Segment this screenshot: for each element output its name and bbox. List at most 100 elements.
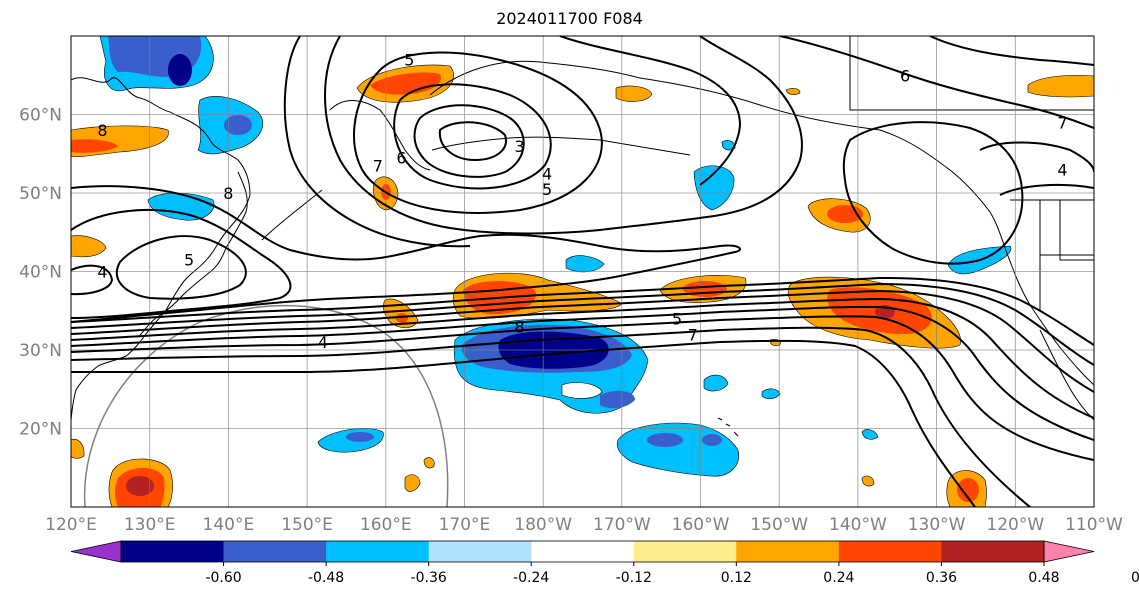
state-borders (1039, 200, 1094, 310)
negative-anomaly-region (693, 165, 735, 211)
kuril-islands (261, 189, 323, 241)
colorbar-tick-label: -0.12 (616, 570, 652, 586)
contour-line (71, 305, 1094, 441)
colorbar-tick-label: 0.24 (823, 570, 854, 586)
x-tick-label: 160°E (360, 515, 412, 535)
canada-border (849, 36, 1094, 111)
contour-label: 5 (404, 51, 414, 70)
contour-label: 8 (514, 317, 524, 336)
contour-label: 5 (672, 310, 682, 329)
contour-line (979, 141, 1094, 173)
y-tick-label: 20°N (19, 420, 62, 440)
contour-line (929, 36, 1094, 66)
colorbar-bin (428, 541, 532, 562)
y-tick-label: 40°N (19, 263, 62, 283)
x-tick-label: 170°W (593, 515, 651, 535)
negative-anomaly-region (168, 54, 192, 86)
colorbar-bin (121, 541, 225, 562)
kamchatka-coastline (329, 100, 431, 171)
contour-label: 4 (97, 263, 107, 282)
x-tick-label: 180°W (514, 515, 572, 535)
colorbar-extend-low (70, 540, 122, 563)
negative-anomaly-region (561, 382, 603, 399)
x-tick-label: 160°W (672, 515, 730, 535)
reference-circle (83, 304, 449, 507)
contour-label: 3 (514, 137, 524, 156)
plot-frame (70, 35, 1095, 508)
colorbar-bin (326, 541, 430, 562)
contour-line (999, 183, 1094, 196)
negative-anomaly-region (721, 140, 736, 151)
x-tick-label: 130°E (124, 515, 176, 535)
colorbar-tick-label: 0.12 (721, 570, 752, 586)
negative-anomaly-region (600, 390, 635, 409)
contour-label: 6 (396, 149, 406, 168)
y-tick-label: 60°N (19, 106, 62, 126)
anomaly-shading (71, 36, 1094, 507)
contour-line (324, 36, 803, 235)
colorbar-tick-label: -0.24 (513, 570, 549, 586)
contour-line (393, 83, 552, 190)
chart-title: 2024011700 F084 (496, 9, 643, 28)
positive-anomaly-region (785, 88, 801, 95)
x-tick-label: 130°W (908, 515, 966, 535)
contour-line (559, 36, 742, 186)
negative-anomaly-region (703, 374, 729, 392)
height-contours (71, 36, 1094, 507)
positive-anomaly-region (423, 457, 435, 469)
contour-label: 8 (97, 121, 107, 140)
x-tick-label: 140°W (829, 515, 887, 535)
x-tick-label: 170°E (439, 515, 491, 535)
positive-anomaly-region (1027, 74, 1094, 98)
negative-anomaly-region (565, 255, 605, 273)
contour-line (115, 235, 247, 300)
positive-anomaly-region (71, 139, 118, 153)
contour-line (71, 315, 1094, 461)
contour-label: 7 (1057, 113, 1067, 132)
colorbar-bin (838, 541, 942, 562)
contour-line (71, 282, 1094, 366)
colorbar-extend-high (1043, 540, 1095, 563)
negative-anomaly-region (702, 434, 722, 446)
negative-anomaly-region (761, 388, 781, 400)
contour-label: 7 (373, 157, 383, 176)
contour-line (71, 209, 292, 319)
colorbar: -0.60 -0.48 -0.36 -0.24 -0.12 0.12 0.24 0.36 0.4… (70, 540, 1139, 586)
positive-anomaly-region (957, 478, 979, 502)
positive-anomaly-region (370, 72, 441, 95)
baja-coastline (1039, 329, 1094, 421)
y-tick-label: 50°N (19, 184, 62, 204)
contour-label: 4 (1057, 160, 1067, 179)
contour-line (779, 36, 1094, 129)
x-axis-labels: 120°E 130°E 140°E 150°E 160°E 170°E 180°W 170°W… (45, 515, 1123, 535)
contour-label: 6 (900, 66, 910, 85)
x-tick-label: 120°E (45, 515, 97, 535)
positive-anomaly-region (396, 313, 408, 323)
negative-anomaly-region (224, 115, 252, 135)
y-tick-label: 30°N (19, 341, 62, 361)
x-tick-label: 150°W (750, 515, 808, 535)
contour-label: 7 (688, 325, 698, 344)
negative-anomaly-region (346, 432, 374, 442)
gridlines (71, 36, 1094, 507)
hawaii-islands (717, 417, 739, 437)
contour-line (71, 185, 741, 323)
contour-label: 5 (542, 180, 552, 199)
x-tick-label: 140°E (203, 515, 255, 535)
x-tick-label: 150°E (281, 515, 333, 535)
asia-coastline (71, 77, 251, 421)
contour-line (842, 121, 1024, 265)
y-axis-labels: 60°N 50°N 40°N 30°N 20°N (19, 106, 62, 440)
contour-label: 8 (223, 184, 233, 203)
x-tick-label: 120°W (986, 515, 1044, 535)
colorbar-bin (531, 541, 635, 562)
colorbar-bin (223, 541, 327, 562)
negative-anomaly-region (647, 433, 683, 447)
contour-line (71, 276, 1094, 346)
colorbar-bin (633, 541, 737, 562)
positive-anomaly-region (71, 235, 107, 258)
contour-line (283, 36, 471, 248)
contour-line (413, 104, 525, 178)
